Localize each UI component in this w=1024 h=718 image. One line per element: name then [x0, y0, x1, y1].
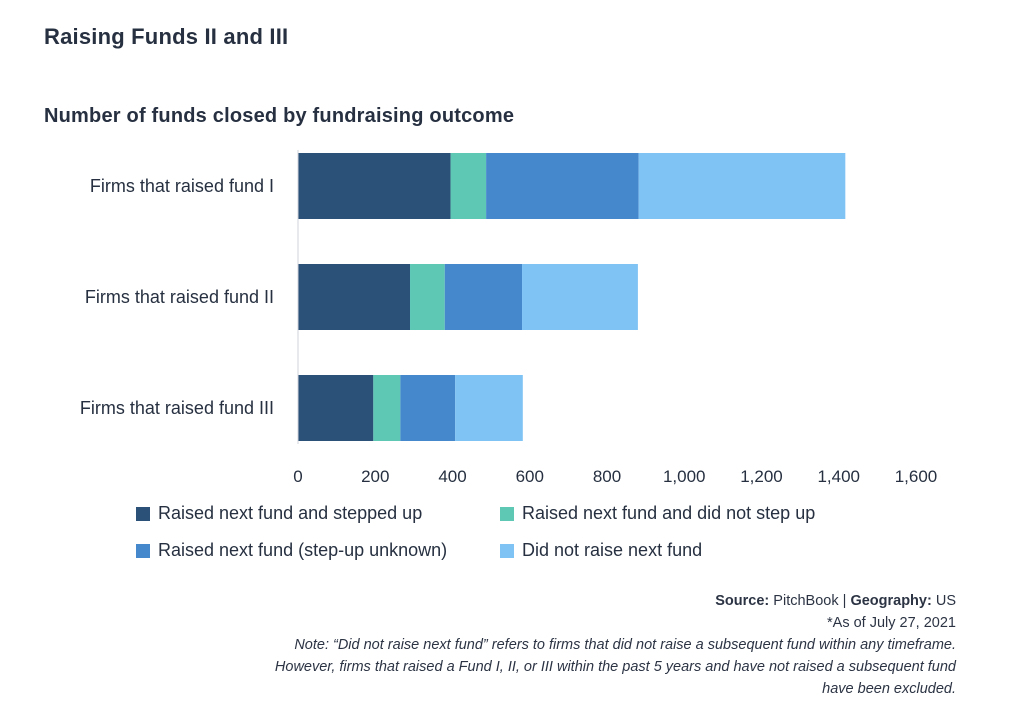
bar-segment: [410, 264, 445, 330]
bars-group: [298, 153, 846, 441]
x-tick-label: 0: [293, 467, 302, 486]
as-of-date: *As of July 27, 2021: [827, 615, 956, 631]
legend-swatch: [500, 543, 514, 558]
legend-label: Raised next fund and did not step up: [522, 503, 816, 523]
bar-segment: [400, 375, 456, 441]
bar-segment: [486, 153, 639, 219]
legend-item-not-step-up: Raised next fund and did not step up: [500, 503, 815, 524]
geography-label: Geography:: [850, 593, 932, 609]
legend-item-stepped-up: Raised next fund and stepped up: [136, 503, 422, 524]
legend-label: Raised next fund (step-up unknown): [158, 540, 448, 560]
bar-segment: [522, 264, 638, 330]
x-tick-label: 1,400: [817, 467, 860, 486]
bar-segment: [298, 264, 411, 330]
bar-segment: [298, 375, 374, 441]
chart-title: Number of funds closed by fundraising ou…: [44, 105, 515, 127]
x-tick-label: 1,200: [740, 467, 783, 486]
legend-swatch: [136, 543, 150, 558]
bar-segment: [444, 264, 523, 330]
x-tick-label: 600: [516, 467, 544, 486]
legend-label: Raised next fund and stepped up: [158, 503, 423, 523]
x-tick-label: 1,000: [663, 467, 706, 486]
note-line: have been excluded.: [822, 681, 956, 697]
x-tick-label: 400: [438, 467, 466, 486]
bar-segment: [638, 153, 846, 219]
note-line: However, firms that raised a Fund I, II,…: [274, 659, 956, 675]
category-label: Firms that raised fund III: [80, 398, 274, 418]
x-tick-label: 1,600: [895, 467, 938, 486]
source-line: Source: PitchBook | Geography: US: [275, 590, 956, 612]
category-label: Firms that raised fund I: [90, 176, 274, 196]
note-line: Note: “Did not raise next fund” refers t…: [294, 637, 956, 653]
x-tick-label: 200: [361, 467, 389, 486]
bar-segment: [298, 153, 451, 219]
bar-segment: [373, 375, 401, 441]
legend-label: Did not raise next fund: [522, 540, 703, 560]
legend-swatch: [136, 506, 150, 521]
bar-segment: [450, 153, 487, 219]
separator: |: [842, 593, 847, 609]
axis-group: Firms that raised fund I Firms that raise…: [80, 150, 937, 486]
legend-item-step-up-unknown: Raised next fund (step-up unknown): [136, 540, 447, 561]
legend-swatch: [500, 506, 514, 521]
source-label: Source:: [715, 593, 770, 609]
bar-chart: Firms that raised fund I Firms that raise…: [80, 150, 937, 486]
category-label: Firms that raised fund II: [85, 287, 274, 307]
chart-footer: Source: PitchBook | Geography: US *As of…: [275, 590, 956, 700]
bar-segment: [455, 375, 523, 441]
x-tick-label: 800: [593, 467, 621, 486]
source-value: PitchBook: [773, 593, 839, 609]
legend-item-did-not-raise: Did not raise next fund: [500, 540, 702, 561]
geography-value: US: [935, 593, 956, 609]
page-title: Raising Funds II and III: [44, 24, 289, 49]
